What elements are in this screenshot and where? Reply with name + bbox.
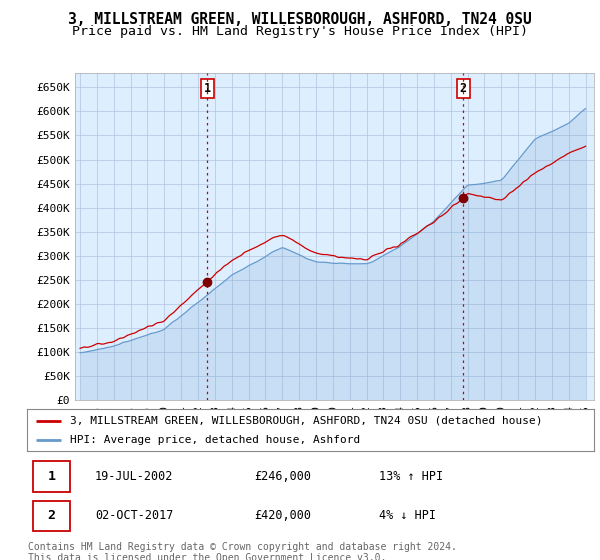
Text: 1: 1 <box>203 82 211 95</box>
Text: 02-OCT-2017: 02-OCT-2017 <box>95 509 173 522</box>
Text: 3, MILLSTREAM GREEN, WILLESBOROUGH, ASHFORD, TN24 0SU (detached house): 3, MILLSTREAM GREEN, WILLESBOROUGH, ASHF… <box>70 416 542 426</box>
Text: 19-JUL-2002: 19-JUL-2002 <box>95 470 173 483</box>
Text: Contains HM Land Registry data © Crown copyright and database right 2024.
This d: Contains HM Land Registry data © Crown c… <box>28 542 457 560</box>
Text: 2: 2 <box>460 82 467 95</box>
Text: 4% ↓ HPI: 4% ↓ HPI <box>379 509 436 522</box>
Text: 13% ↑ HPI: 13% ↑ HPI <box>379 470 443 483</box>
Text: Price paid vs. HM Land Registry's House Price Index (HPI): Price paid vs. HM Land Registry's House … <box>72 25 528 38</box>
Text: £246,000: £246,000 <box>254 470 311 483</box>
FancyBboxPatch shape <box>32 501 70 531</box>
Text: 2: 2 <box>47 509 55 522</box>
Text: 3, MILLSTREAM GREEN, WILLESBOROUGH, ASHFORD, TN24 0SU: 3, MILLSTREAM GREEN, WILLESBOROUGH, ASHF… <box>68 12 532 27</box>
Text: £420,000: £420,000 <box>254 509 311 522</box>
Text: HPI: Average price, detached house, Ashford: HPI: Average price, detached house, Ashf… <box>70 435 360 445</box>
FancyBboxPatch shape <box>32 461 70 492</box>
Text: 1: 1 <box>47 470 55 483</box>
